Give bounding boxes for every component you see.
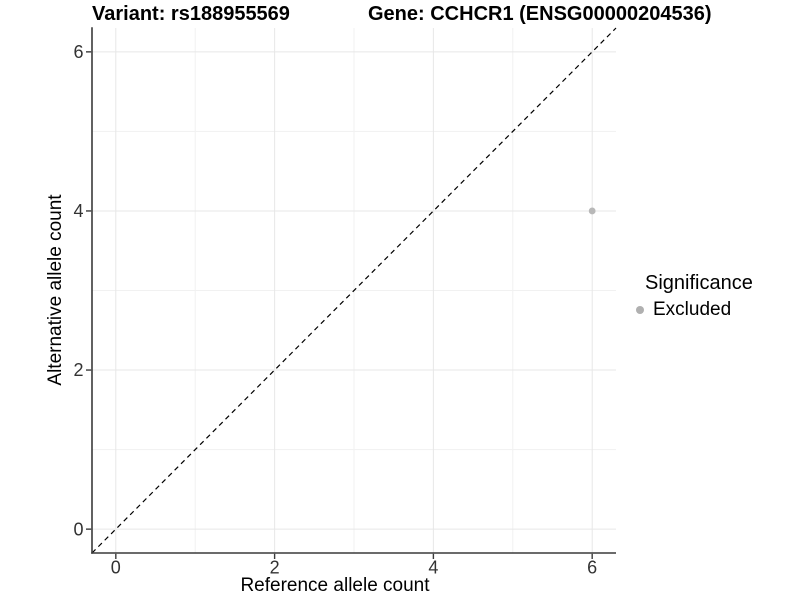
y-tick-label: 0 [73,519,83,539]
x-tick-label: 4 [428,558,438,578]
y-tick-label: 6 [73,42,83,62]
identity-reference-line [91,27,617,554]
x-tick-label: 0 [111,558,121,578]
y-tick-label: 2 [73,360,83,380]
x-tick-label: 6 [587,558,597,578]
plot-title-variant: Variant: rs188955569 [92,3,290,25]
legend-title: Significance [645,272,753,294]
legend-item-label: Excluded [653,299,732,320]
data-point [588,207,596,215]
x-axis-title: Reference allele count [240,575,430,596]
legend-point-icon [636,306,644,314]
legend: Significance Excluded [629,271,753,322]
plot-title-gene: Gene: CCHCR1 (ENSG00000204536) [368,3,712,25]
legend-item-excluded: Excluded [629,298,753,322]
x-tick-label: 2 [270,558,280,578]
y-tick-label: 4 [73,201,83,221]
